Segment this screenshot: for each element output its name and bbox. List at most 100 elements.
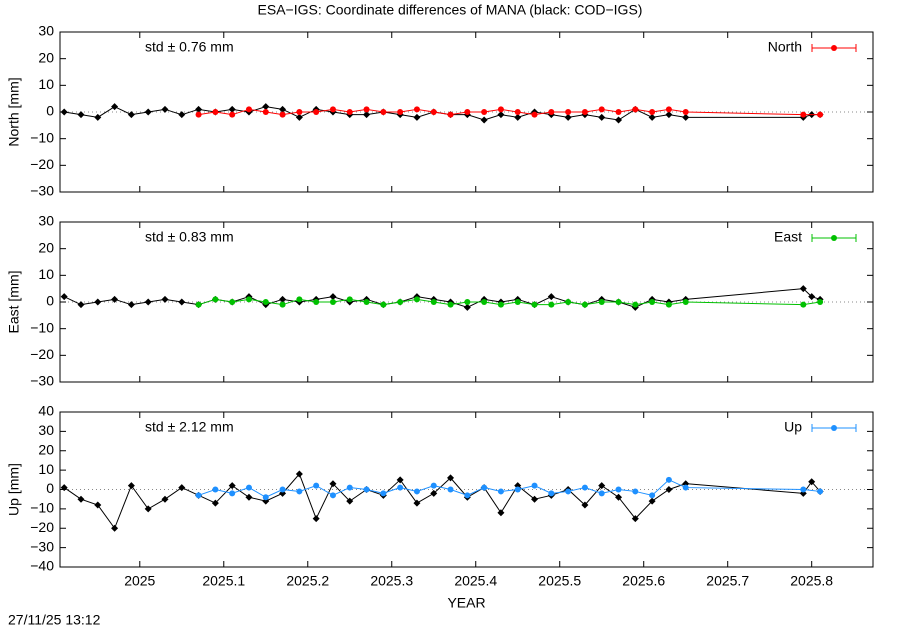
point (808, 478, 816, 486)
point (380, 490, 387, 497)
point (665, 106, 672, 113)
point (195, 492, 202, 499)
point (94, 298, 102, 306)
point (127, 111, 135, 119)
point (514, 113, 522, 121)
point (615, 299, 622, 305)
point (161, 495, 169, 503)
y-tick-label: 30 (38, 23, 54, 39)
point (111, 103, 119, 111)
point (817, 299, 824, 305)
point (245, 106, 252, 113)
point (581, 109, 588, 115)
point (480, 116, 488, 124)
point (211, 499, 219, 507)
x-tick-label: 2025.4 (454, 573, 497, 589)
point (598, 113, 606, 121)
point (77, 495, 85, 503)
point (598, 490, 605, 497)
point (380, 109, 387, 115)
point (363, 299, 370, 305)
point (581, 501, 589, 509)
point (296, 488, 303, 495)
point (464, 299, 471, 305)
annotation: std ± 2.12 mm (145, 419, 234, 435)
x-tick-label: 2025.8 (790, 573, 833, 589)
point (598, 299, 605, 305)
point (413, 106, 420, 113)
point (245, 493, 253, 501)
point (279, 486, 286, 493)
point (497, 509, 505, 517)
point (648, 113, 656, 121)
point (195, 111, 202, 118)
point (161, 295, 169, 303)
point (380, 301, 387, 308)
point (60, 108, 68, 116)
point (279, 295, 287, 303)
point (531, 495, 539, 503)
point (397, 109, 404, 115)
point (665, 111, 673, 119)
point (598, 106, 605, 113)
point (363, 486, 370, 493)
point (682, 484, 689, 491)
point (464, 109, 471, 115)
point (547, 293, 555, 301)
point (497, 301, 504, 308)
point (497, 106, 504, 113)
y-tick-label: −30 (30, 373, 54, 389)
point (229, 490, 236, 497)
point (817, 488, 824, 495)
point (144, 298, 152, 306)
y-tick-label: 0 (46, 293, 54, 309)
y-tick-label: 20 (38, 441, 54, 457)
point (430, 299, 437, 305)
point (397, 484, 404, 491)
point (396, 476, 404, 484)
point (649, 492, 656, 499)
point (413, 296, 420, 303)
point (296, 296, 303, 303)
point (649, 299, 656, 305)
legend-label: East (774, 229, 802, 245)
x-tick-label: 2025.6 (622, 573, 665, 589)
point (212, 296, 219, 303)
point (262, 103, 270, 111)
point (295, 113, 303, 121)
point (195, 301, 202, 308)
x-axis-label: YEAR (447, 595, 485, 611)
point (531, 482, 538, 489)
point (312, 515, 320, 523)
legend-label: Up (784, 419, 802, 435)
point (144, 505, 152, 513)
y-tick-label: 40 (38, 403, 54, 419)
point (178, 484, 186, 492)
point (229, 299, 236, 305)
point (665, 486, 673, 493)
point (346, 296, 353, 303)
point (514, 486, 521, 493)
y-axis-label: East [mm] (6, 270, 22, 333)
y-tick-label: 30 (38, 213, 54, 229)
point (144, 108, 152, 116)
point (682, 109, 689, 115)
point (632, 488, 639, 495)
y-tick-label: 20 (38, 49, 54, 65)
point (245, 296, 252, 303)
y-tick-label: 10 (38, 266, 54, 282)
point (514, 299, 521, 305)
point (329, 293, 337, 301)
point (615, 486, 622, 493)
point (615, 116, 623, 124)
point (800, 486, 807, 493)
y-tick-label: −30 (30, 538, 54, 554)
point (497, 488, 504, 495)
point (77, 301, 85, 309)
point (800, 111, 807, 118)
point (565, 299, 572, 305)
y-axis-label: North [mm] (6, 77, 22, 146)
point (463, 303, 471, 311)
